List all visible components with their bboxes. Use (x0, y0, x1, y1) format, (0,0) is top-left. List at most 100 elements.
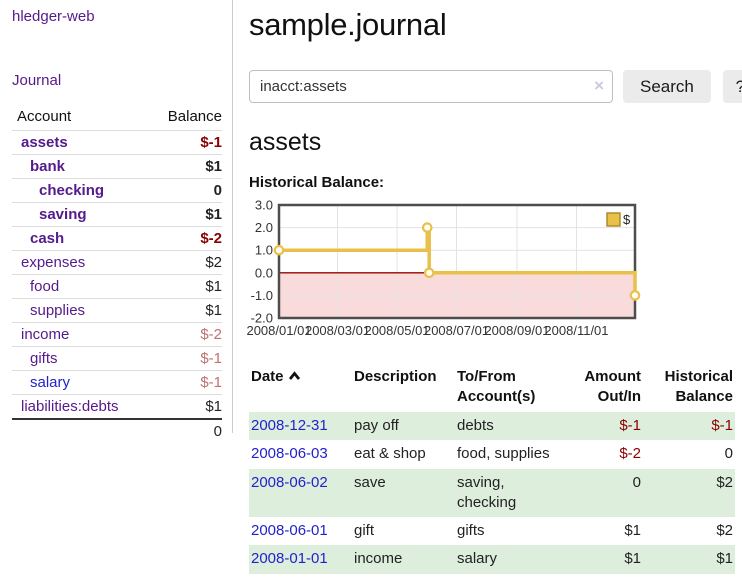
brand-link[interactable]: hledger-web (12, 8, 95, 25)
help-button[interactable]: ? (722, 70, 742, 103)
account-row: assets $-1 (12, 130, 222, 155)
sort-ascending-icon (288, 367, 301, 387)
account-row: liabilities:debts $1 (12, 394, 222, 419)
main-content: sample.journal × Search ? assets Histori… (233, 0, 742, 574)
accounts-table: Account Balance assets $-1 bank $1 checkin… (12, 105, 222, 443)
account-balance: $1 (146, 298, 222, 323)
svg-text:2.0: 2.0 (255, 220, 273, 235)
search-input[interactable] (249, 70, 613, 103)
transaction-accounts: saving, checking (457, 473, 517, 511)
transaction-amount: $1 (624, 550, 641, 568)
svg-text:2008/11/01: 2008/11/01 (544, 323, 608, 338)
account-link-gifts[interactable]: gifts (30, 350, 58, 367)
accounts-col-balance: Balance (167, 108, 222, 125)
transaction-balance: $2 (716, 473, 733, 491)
chart-canvas: $3.0 2.0 1.0 0.0 -1.0 -2.02008/01/012008/03/0… (246, 198, 641, 338)
transaction-accounts: gifts (457, 522, 485, 539)
svg-text:2008/09/01: 2008/09/01 (484, 323, 549, 338)
svg-text:$: $ (623, 212, 631, 227)
transaction-balance: $1 (716, 550, 733, 568)
account-link-assets[interactable]: assets (21, 134, 68, 151)
account-row: supplies $1 (12, 298, 222, 323)
account-row: gifts $-1 (12, 346, 222, 371)
transaction-balance: $-1 (711, 417, 733, 434)
account-link-saving[interactable]: saving (39, 206, 87, 223)
account-balance: $1 (146, 202, 222, 227)
svg-text:2008/01/01: 2008/01/01 (246, 323, 311, 338)
register-row: 2008-06-02 save saving, checking 0 $2 (249, 468, 735, 517)
clear-search-icon[interactable]: × (594, 76, 604, 95)
account-balance: $-1 (146, 370, 222, 395)
search-button[interactable]: Search (623, 70, 711, 103)
svg-text:2008/05/01: 2008/05/01 (364, 323, 429, 338)
svg-text:-2.0: -2.0 (251, 311, 273, 326)
transaction-accounts: salary (457, 550, 498, 568)
account-link-food[interactable]: food (30, 278, 60, 295)
transaction-description: eat & shop (354, 445, 426, 463)
account-balance: 0 (146, 178, 222, 203)
transaction-accounts: food, supplies (457, 445, 550, 463)
account-link-checking[interactable]: checking (39, 182, 105, 199)
transaction-date-link[interactable]: 2008-12-31 (251, 417, 328, 434)
account-row: expenses $2 (12, 250, 222, 275)
transaction-date-link[interactable]: 2008-06-03 (251, 445, 328, 463)
account-row: salary $-1 (12, 370, 222, 395)
transaction-amount: $-1 (619, 417, 641, 434)
account-link-liabilities-debts[interactable]: liabilities:debts (21, 398, 119, 415)
transaction-description: save (354, 473, 386, 491)
svg-text:1.0: 1.0 (255, 243, 273, 258)
transaction-balance: $2 (716, 522, 733, 539)
account-link-income[interactable]: income (21, 326, 70, 343)
account-row: checking 0 (12, 178, 222, 203)
account-balance: $1 (146, 154, 222, 179)
account-link-expenses[interactable]: expenses (21, 254, 86, 271)
account-balance: $-1 (146, 130, 222, 155)
account-row: bank $1 (12, 154, 222, 179)
transaction-accounts: debts (457, 417, 494, 434)
transaction-description: income (354, 550, 403, 568)
account-row: food $1 (12, 274, 222, 299)
transaction-date-link[interactable]: 2008-06-01 (251, 522, 328, 539)
register-row: 2008-01-01 income salary $1 $1 (249, 545, 735, 574)
column-header-date[interactable]: Date (249, 364, 346, 412)
accounts-total-row: 0 (12, 418, 222, 443)
column-header-tofrom: To/From Account(s) (457, 368, 536, 405)
account-link-cash[interactable]: cash (30, 230, 65, 247)
register-table: Date Description To/From Account(s) Amou… (249, 364, 735, 574)
account-balance: $-2 (146, 226, 222, 251)
transaction-description: pay off (354, 417, 399, 434)
accounts-total-balance: 0 (146, 418, 222, 443)
account-balance: $2 (146, 250, 222, 275)
historical-balance-chart: $3.0 2.0 1.0 0.0 -1.0 -2.0 2008/01/01 2008/03/0… (246, 198, 649, 341)
account-balance: $-2 (146, 322, 222, 347)
chart-label: Historical Balance: (249, 174, 385, 191)
transaction-amount: 0 (632, 473, 641, 491)
sidebar-item-journal[interactable]: Journal (12, 72, 62, 89)
page-title: sample.journal (249, 7, 447, 42)
transaction-date-link[interactable]: 2008-01-01 (251, 550, 328, 568)
account-link-salary[interactable]: salary (30, 374, 71, 391)
svg-text:0.0: 0.0 (255, 265, 273, 280)
search-form: × Search ? (249, 70, 742, 103)
register-row: 2008-06-01 gift gifts $1 $2 (249, 517, 735, 545)
account-row: income $-2 (12, 322, 222, 347)
account-page-title: assets (249, 128, 322, 156)
transaction-amount: $-2 (619, 445, 641, 463)
register-row: 2008-06-03 eat & shop food, supplies $-2… (249, 440, 735, 468)
transaction-date-link[interactable]: 2008-06-02 (251, 473, 328, 491)
account-balance: $1 (146, 394, 222, 419)
sidebar: hledger-web Journal Account Balance asse… (0, 0, 233, 443)
accounts-col-account: Account (17, 108, 72, 125)
column-header-description: Description (354, 368, 437, 385)
account-link-bank[interactable]: bank (30, 158, 66, 175)
svg-text:-1.0: -1.0 (251, 288, 273, 303)
account-balance: $-1 (146, 346, 222, 371)
column-header-amount: Amount Out/In (584, 368, 641, 405)
register-row: 2008-12-31 pay off debts $-1 $-1 (249, 412, 735, 441)
search-box: × (249, 70, 613, 103)
account-link-supplies[interactable]: supplies (30, 302, 86, 319)
column-header-balance: Historical Balance (664, 368, 733, 405)
transaction-amount: $1 (624, 522, 641, 539)
account-balance: $1 (146, 274, 222, 299)
